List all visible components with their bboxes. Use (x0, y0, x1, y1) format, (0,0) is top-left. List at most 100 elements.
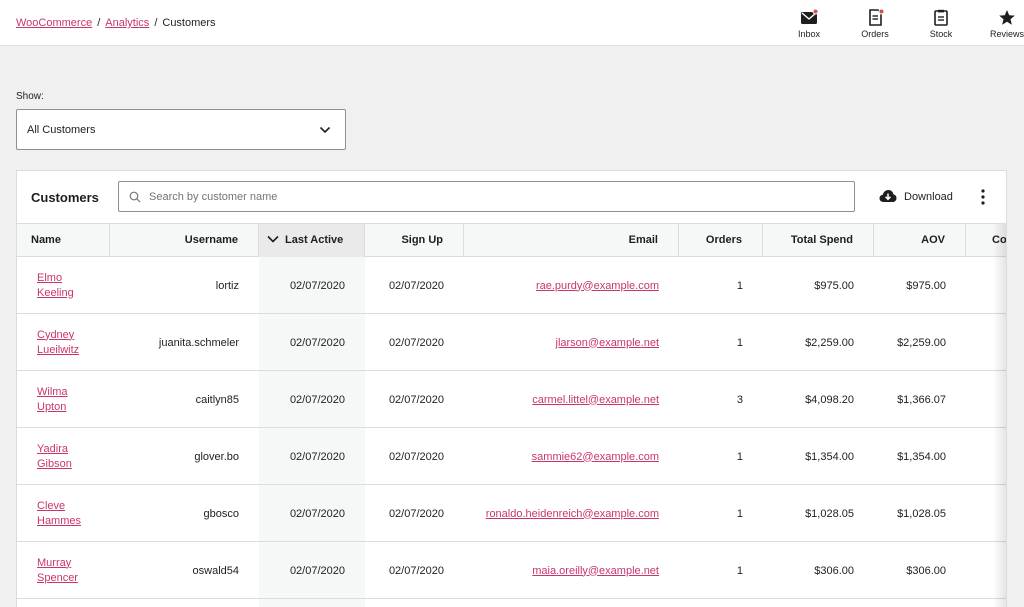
cell-last-active: 02/07/2020 (289, 450, 345, 463)
show-filter-value: All Customers (27, 124, 96, 136)
toolbar-reviews-label: Reviews (989, 29, 1024, 39)
customer-email-link[interactable]: sammie62@example.com (531, 450, 659, 463)
column-header-total-spend[interactable]: Total Spend (763, 224, 874, 257)
cell-aov: $1,028.05 (897, 507, 946, 520)
customer-name-link[interactable]: Murray Spencer (37, 556, 78, 584)
cell-name: Elmo Keeling (17, 257, 110, 314)
cell-last-active: 02/07/2020 (289, 279, 345, 292)
table-row: Murray Spencer oswald54 02/07/2020 02/07… (17, 542, 1006, 599)
table-row: Cydney Lueilwitz juanita.schmeler 02/07/… (17, 314, 1006, 371)
cell-total-spend: $1,028.05 (805, 507, 854, 520)
customer-name-link[interactable]: Yadira Gibson (37, 442, 72, 470)
cell-name: Yadira Gibson (17, 428, 110, 485)
cell-total-spend: $1,354.00 (805, 450, 854, 463)
cell-orders: 1 (736, 450, 743, 463)
column-header-aov[interactable]: AOV (874, 224, 966, 257)
cell-total-spend: $4,098.20 (805, 393, 854, 406)
chevron-down-icon (319, 126, 331, 134)
cell-orders: 1 (736, 336, 743, 349)
customers-table-card: Customers Download Name Username (16, 170, 1007, 607)
cell-total-spend: $975.00 (814, 279, 854, 292)
column-header-email[interactable]: Email (464, 224, 679, 257)
toolbar-orders-button[interactable]: Orders (845, 0, 905, 46)
customer-email-link[interactable]: jlarson@example.net (555, 336, 660, 349)
cell-username: caitlyn85 (195, 393, 239, 406)
cell-sign-up: 02/07/2020 (388, 393, 444, 406)
more-options-icon[interactable] (976, 188, 990, 206)
table-row: Yadira Gibson glover.bo 02/07/2020 02/07… (17, 428, 1006, 485)
column-header-last-active[interactable]: Last Active (259, 224, 365, 257)
cell-orders: 3 (736, 393, 743, 406)
cell-sign-up: 02/07/2020 (388, 564, 444, 577)
cell-email: ronaldo.heidenreich@example.com (464, 485, 659, 542)
customer-search-input[interactable] (149, 182, 839, 211)
cell-username: lortiz (215, 279, 239, 292)
show-filter-label: Show: (16, 91, 44, 102)
customer-name-link[interactable]: Wilma Upton (37, 385, 68, 413)
customer-email-link[interactable]: rae.purdy@example.com (535, 279, 659, 292)
cell-aov: $2,259.00 (897, 336, 946, 349)
table-row: Cleve Hammes gbosco 02/07/2020 02/07/202… (17, 485, 1006, 542)
table-card-header: Customers Download (17, 171, 1006, 224)
breadcrumb-current: Customers (162, 17, 216, 29)
toolbar-stock-button[interactable]: Stock (911, 0, 971, 46)
customer-email-link[interactable]: carmel.littel@example.net (532, 393, 659, 406)
column-header-username[interactable]: Username (110, 224, 259, 257)
orders-icon (869, 9, 884, 26)
column-header-orders[interactable]: Orders (679, 224, 763, 257)
customer-name-link[interactable]: Cleve Hammes (37, 499, 82, 527)
column-header-sign-up[interactable]: Sign Up (365, 224, 464, 257)
toolbar-inbox-button[interactable]: Inbox (779, 0, 839, 46)
show-filter-select[interactable]: All Customers (16, 109, 346, 150)
toolbar-reviews-button[interactable]: Reviews (977, 0, 1024, 46)
customer-name-link[interactable]: Elmo Keeling (37, 271, 74, 299)
column-header-last-active-label: Last Active (285, 234, 344, 246)
breadcrumb-woocommerce-link[interactable]: WooCommerce (16, 17, 93, 29)
star-icon (999, 10, 1015, 25)
cell-sign-up: 02/07/2020 (388, 336, 444, 349)
table-header-row: Name Username Last Active Sign Up Email … (17, 224, 1006, 257)
column-header-country[interactable]: Co (966, 224, 1006, 257)
cell-name: Cydney Lueilwitz (17, 314, 110, 371)
cell-username: glover.bo (194, 450, 239, 463)
cell-username: oswald54 (192, 564, 239, 577)
breadcrumb-analytics-link[interactable]: Analytics (105, 17, 150, 29)
cell-aov: $1,354.00 (897, 450, 946, 463)
cell-orders: 1 (736, 279, 743, 292)
breadcrumb-separator: / (154, 17, 158, 29)
breadcrumb: WooCommerce / Analytics / Customers (16, 17, 216, 29)
cell-orders: 1 (736, 564, 743, 577)
customer-search-box[interactable] (118, 181, 855, 212)
stock-icon (934, 9, 948, 26)
cell-aov: $306.00 (906, 564, 946, 577)
cell-last-active: 02/07/2020 (289, 336, 345, 349)
cell-sign-up: 02/07/2020 (388, 279, 444, 292)
customer-email-link[interactable]: maia.oreilly@example.net (532, 564, 659, 577)
column-header-name[interactable]: Name (17, 224, 110, 257)
cell-name: Wilma Upton (17, 371, 110, 428)
table-row: Wilma Upton caitlyn85 02/07/2020 02/07/2… (17, 371, 1006, 428)
cell-last-active: 02/07/2020 (289, 507, 345, 520)
cell-username: juanita.schmeler (158, 336, 239, 349)
cell-sign-up: 02/07/2020 (388, 450, 444, 463)
cell-last-active: 02/07/2020 (289, 393, 345, 406)
sort-descending-icon (267, 235, 279, 243)
cell-sign-up: 02/07/2020 (388, 507, 444, 520)
cell-username: gbosco (203, 507, 239, 520)
table-card-title: Customers (31, 190, 99, 205)
search-icon (129, 191, 141, 203)
cloud-download-icon (879, 190, 897, 202)
table-row: Elmo Keeling lortiz 02/07/2020 02/07/202… (17, 257, 1006, 314)
sorted-column-highlight (259, 257, 365, 607)
cell-aov: $975.00 (906, 279, 946, 292)
customer-email-link[interactable]: ronaldo.heidenreich@example.com (485, 507, 659, 520)
cell-total-spend: $2,259.00 (805, 336, 854, 349)
cell-email: rae.purdy@example.com (464, 257, 659, 314)
toolbar-orders-label: Orders (861, 29, 889, 39)
breadcrumb-separator: / (97, 17, 101, 29)
customer-name-link[interactable]: Cydney Lueilwitz (37, 328, 80, 356)
cell-total-spend: $306.00 (814, 564, 854, 577)
inbox-icon (801, 9, 818, 24)
cell-aov: $1,366.07 (897, 393, 946, 406)
download-label: Download (904, 191, 953, 203)
